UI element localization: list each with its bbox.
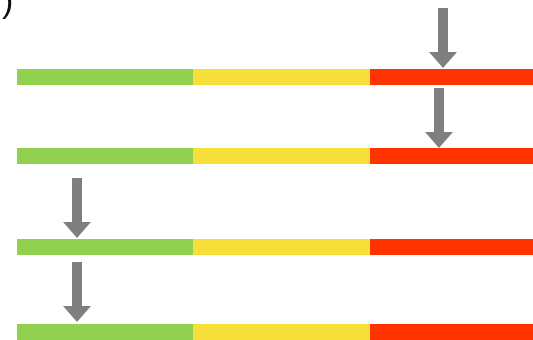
segment-green	[17, 324, 193, 340]
scale-bar-2	[17, 148, 533, 164]
scale-bar-1	[17, 69, 533, 85]
arrow-shape	[63, 178, 91, 238]
segment-yellow	[193, 324, 370, 340]
down-arrow-icon-4	[63, 262, 91, 322]
segment-green	[17, 239, 193, 255]
down-arrow-icon-1	[429, 8, 457, 68]
scale-bar-3	[17, 239, 533, 255]
segment-red	[370, 148, 533, 164]
arrow-shape	[63, 262, 91, 322]
partial-parenthesis: )	[2, 0, 14, 20]
segment-yellow	[193, 148, 370, 164]
down-arrow-icon-3	[63, 178, 91, 238]
segment-green	[17, 69, 193, 85]
segment-green	[17, 148, 193, 164]
arrow-shape	[425, 88, 453, 148]
segment-red	[370, 69, 533, 85]
segment-red	[370, 324, 533, 340]
segment-red	[370, 239, 533, 255]
down-arrow-icon-2	[425, 88, 453, 148]
segment-yellow	[193, 239, 370, 255]
scale-bar-4	[17, 324, 533, 340]
arrow-shape	[429, 8, 457, 68]
segment-yellow	[193, 69, 370, 85]
